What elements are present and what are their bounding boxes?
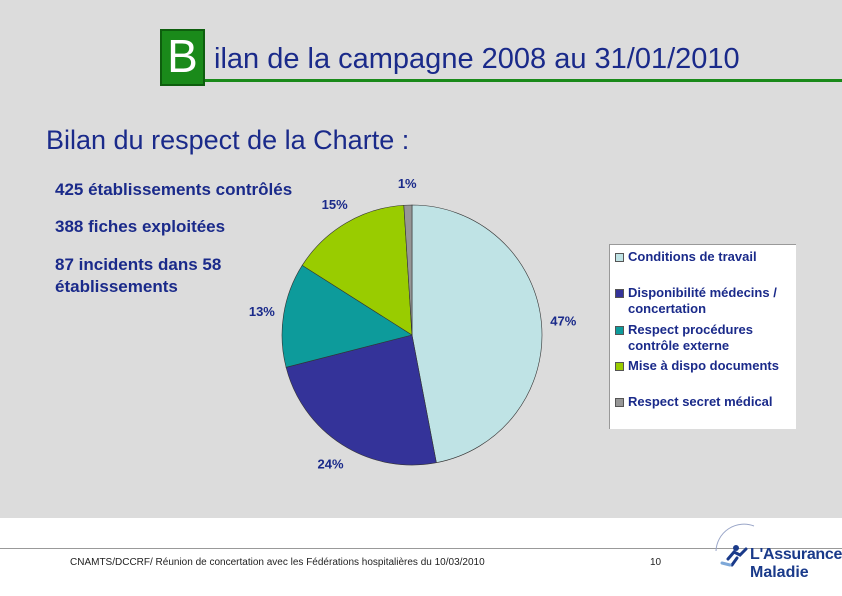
legend-label: Respect procédures contrôle externe [628, 322, 753, 353]
logo-line-2: Maladie [750, 564, 809, 581]
pie-data-label: 47% [550, 314, 576, 329]
legend-label: Disponibilité médecins / concertation [628, 285, 777, 316]
pie-chart: 47% 24% 13% 15% 1% [249, 176, 577, 471]
page-title: ilan de la campagne 2008 au 31/01/2010 [214, 43, 740, 75]
pie-slice [403, 204, 413, 336]
title-underline [205, 79, 842, 82]
legend-swatch [615, 326, 624, 335]
pie-data-label: 24% [318, 456, 344, 471]
stat-establishments-checked: 425 établissements contrôlés [55, 180, 293, 199]
stat-incidents: 87 incidents dans 58 établissements [55, 255, 222, 296]
pie-data-label: 15% [322, 197, 348, 212]
logo-line-1: L'Assurance [750, 546, 842, 563]
legend-label: Conditions de travail [628, 249, 757, 264]
page-number: 10 [650, 557, 662, 568]
chart-legend: Conditions de travail Disponibilité méde… [609, 244, 796, 429]
legend-swatch [615, 289, 624, 298]
legend-swatch [615, 362, 624, 371]
pie-slice [281, 264, 413, 368]
footer-divider [0, 548, 842, 549]
section-subtitle: Bilan du respect de la Charte : [46, 125, 410, 155]
legend-label: Mise à dispo documents [628, 358, 779, 373]
legend-swatch [615, 253, 624, 262]
pie-slice [301, 204, 413, 336]
title-initial-box: B [160, 29, 205, 86]
legend-swatch [615, 398, 624, 407]
pie-data-label: 13% [249, 304, 275, 319]
pie-slice [411, 204, 543, 464]
logo-emblem-icon [715, 523, 755, 567]
stat-sheets-processed: 388 fiches exploitées [55, 217, 226, 236]
title-initial: B [167, 30, 198, 82]
legend-label: Respect secret médical [628, 394, 773, 409]
pie-data-label: 1% [398, 176, 417, 191]
assurance-maladie-logo: L'Assurance Maladie [710, 521, 842, 583]
pie-slice [285, 334, 437, 466]
content-panel: B ilan de la campagne 2008 au 31/01/2010… [0, 0, 842, 518]
footer-text: CNAMTS/DCCRF/ Réunion de concertation av… [70, 557, 485, 568]
